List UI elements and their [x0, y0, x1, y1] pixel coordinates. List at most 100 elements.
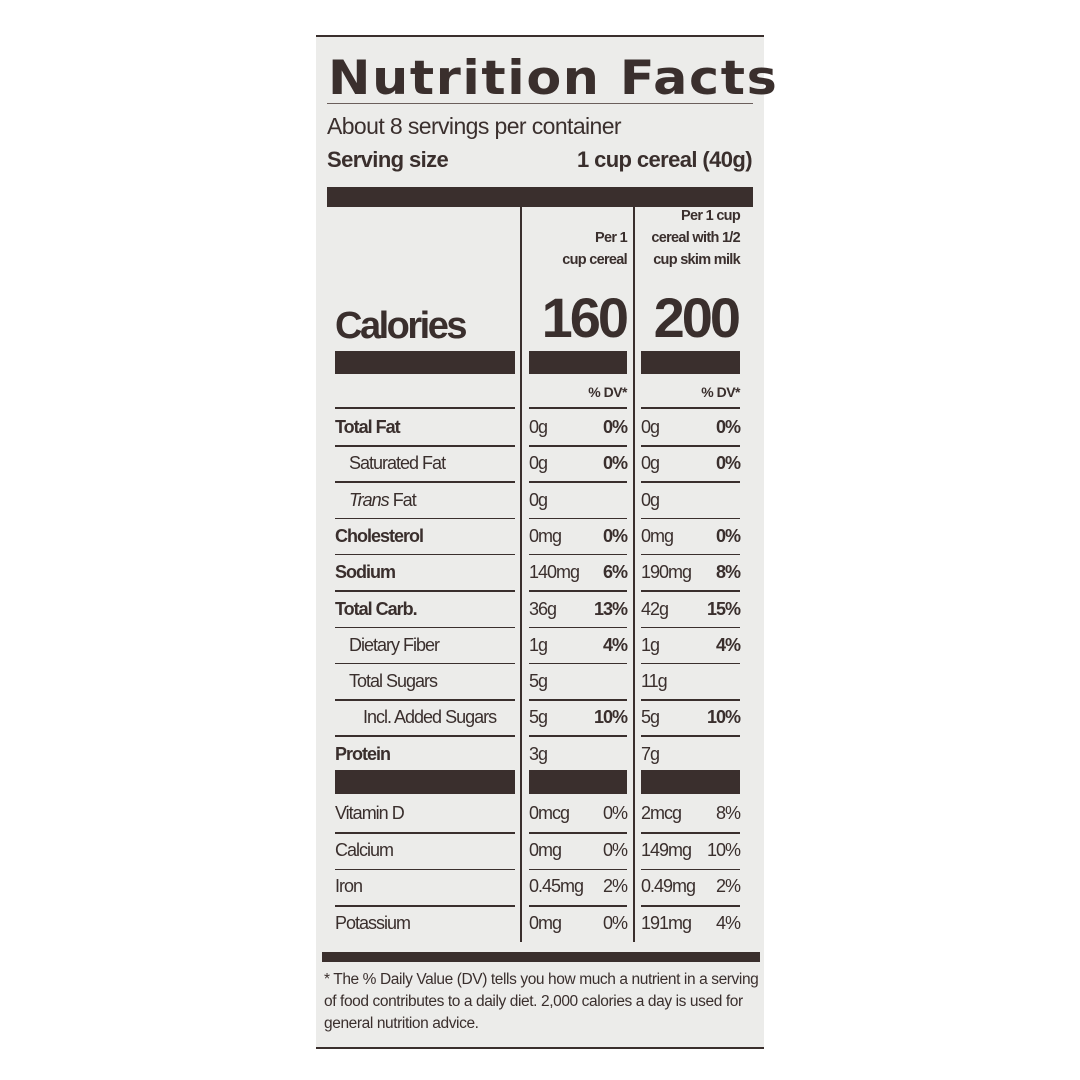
row-divider — [529, 868, 627, 870]
dv-with-milk: 2% — [715, 876, 741, 896]
amount-with-milk: 0mg — [641, 525, 674, 546]
row-divider — [641, 590, 740, 592]
dv-header: % DV* — [701, 384, 740, 400]
nutrient-name: Trans Fat — [349, 489, 417, 511]
dv-with-milk: 8% — [715, 803, 741, 823]
dv-cereal: 0% — [602, 803, 628, 823]
dv-with-milk: 15% — [706, 598, 741, 619]
row-divider — [529, 699, 627, 701]
amount-cereal: 0mg — [529, 912, 562, 933]
dv-cereal: 4% — [602, 634, 628, 655]
dv-cereal: 0% — [602, 417, 628, 437]
row-divider — [641, 445, 740, 447]
amount-with-milk: 149mg — [641, 839, 692, 860]
dv-with-milk: 0% — [715, 417, 741, 437]
row-divider — [641, 662, 740, 665]
dv-with-milk: 10% — [706, 707, 741, 728]
dv-with-milk: 0% — [715, 453, 741, 474]
dv-cereal: 0% — [602, 525, 628, 546]
serving-size-value: 1 cup cereal (40g) — [576, 147, 753, 172]
dv-cereal: 0% — [602, 912, 628, 933]
header-line: cereal with 1/2 — [651, 230, 740, 246]
amount-with-milk: 0g — [641, 489, 660, 510]
amount-with-milk: 2mcg — [641, 803, 682, 823]
dv-header: % DV* — [588, 384, 627, 400]
dv-with-milk: 4% — [715, 634, 741, 655]
dv-with-milk: 10% — [706, 839, 741, 860]
row-divider — [529, 905, 627, 907]
row-divider — [529, 626, 627, 628]
vitamin-bar — [529, 770, 627, 794]
dv-cereal: 13% — [593, 598, 628, 619]
row-divider — [335, 590, 515, 592]
row-divider — [335, 407, 515, 409]
row-divider — [641, 905, 740, 907]
calories-cereal: 160 — [541, 286, 629, 349]
nutrient-name: Total Sugars — [349, 671, 438, 692]
nutrient-name: Total Fat — [335, 417, 401, 437]
dv-with-milk: 4% — [715, 912, 741, 933]
row-divider — [335, 626, 515, 628]
nutrient-name: Protein — [335, 743, 391, 764]
nutrition-facts-label: Nutrition Facts About 8 servings per con… — [316, 35, 777, 1049]
row-divider — [641, 735, 740, 737]
calories-label: Calories — [335, 305, 467, 347]
row-divider — [529, 517, 627, 520]
amount-with-milk: 1g — [641, 634, 660, 655]
amount-cereal: 5g — [529, 671, 548, 692]
column-header-with-milk: Per 1 cup cereal with 1/2 cup skim milk — [651, 205, 740, 271]
serving-size-label: Serving size — [327, 147, 449, 172]
row-divider — [529, 832, 627, 834]
row-divider — [335, 553, 515, 556]
amount-with-milk: 191mg — [641, 912, 692, 933]
amount-cereal: 140mg — [529, 562, 580, 583]
row-divider — [529, 445, 627, 447]
header-line: cup cereal — [562, 252, 627, 268]
nutrient-name: Iron — [335, 876, 363, 896]
row-divider — [529, 407, 627, 409]
nutrient-name: Vitamin D — [335, 803, 405, 823]
amount-cereal: 36g — [529, 598, 557, 619]
amount-cereal: 0.45mg — [529, 876, 584, 896]
vitamin-bar — [335, 770, 515, 794]
row-divider — [335, 662, 515, 665]
row-divider — [641, 517, 740, 520]
calories-bar — [529, 351, 627, 374]
calories-bar — [641, 351, 740, 374]
nutrient-name: Cholesterol — [335, 525, 424, 546]
nutrient-name: Potassium — [335, 912, 411, 933]
header-line: cup skim milk — [653, 252, 741, 268]
row-divider — [641, 553, 740, 556]
amount-cereal: 0g — [529, 489, 548, 510]
calories-with-milk: 200 — [653, 286, 741, 349]
column-divider — [633, 207, 635, 942]
row-divider — [641, 407, 740, 409]
amount-with-milk: 0g — [641, 417, 660, 437]
amount-cereal: 1g — [529, 634, 548, 655]
row-divider — [335, 699, 515, 701]
amount-cereal: 0g — [529, 453, 548, 474]
amount-with-milk: 0g — [641, 453, 660, 474]
amount-cereal: 3g — [529, 743, 548, 764]
nutrient-name-italic: Trans — [349, 489, 390, 510]
dv-with-milk: 0% — [715, 525, 741, 546]
amount-cereal: 0mg — [529, 839, 562, 860]
dv-cereal: 10% — [593, 707, 628, 728]
amount-with-milk: 11g — [641, 671, 668, 692]
amount-with-milk: 0.49mg — [641, 876, 696, 896]
nutrient-name: Saturated Fat — [349, 453, 446, 474]
nutrient-name: Incl. Added Sugars — [363, 707, 497, 728]
dv-cereal: 6% — [602, 562, 628, 583]
row-divider — [529, 662, 627, 665]
row-divider — [529, 553, 627, 556]
row-divider — [641, 868, 740, 870]
nutrient-name: Calcium — [335, 839, 394, 860]
dv-cereal: 2% — [602, 876, 628, 896]
amount-cereal: 0mg — [529, 525, 562, 546]
row-divider — [641, 832, 740, 834]
row-divider — [335, 868, 515, 870]
amount-cereal: 0mcg — [529, 803, 570, 823]
amount-with-milk: 42g — [641, 598, 669, 619]
vitamin-bar — [641, 770, 740, 794]
amount-with-milk: 5g — [641, 707, 660, 728]
